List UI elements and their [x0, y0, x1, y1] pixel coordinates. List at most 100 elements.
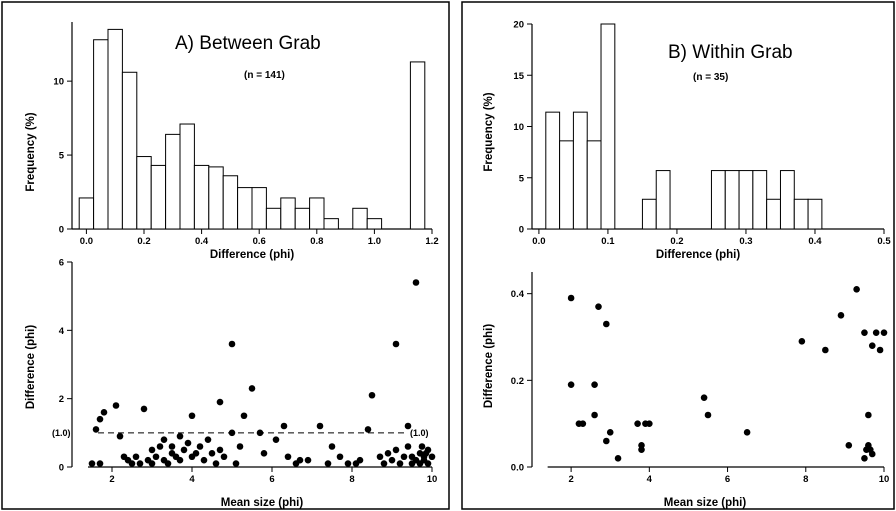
scatter-b-point — [853, 286, 860, 293]
scatter-a-y-tick-label: 6 — [59, 258, 64, 269]
panel-b-title: B) Within Grab — [668, 42, 793, 63]
scatter-a-point — [88, 460, 96, 467]
scatter-a-y-tick-label: 0 — [59, 463, 64, 474]
hist-a-bar — [78, 197, 95, 230]
scatter-b-point — [880, 329, 888, 336]
hist-a-y-tick-label: 0 — [59, 225, 64, 236]
scatter-a-x-tick-label: 10 — [427, 474, 438, 485]
scatter-a-x-tick-label: 8 — [349, 474, 354, 485]
scatter-a-point — [256, 429, 264, 437]
scatter-a-point — [176, 456, 184, 464]
scatter-a-point — [228, 429, 236, 437]
hist-a-bar — [366, 218, 383, 230]
hist-a-ylabel: Frequency (%) — [25, 112, 37, 191]
scatter-a-y-tick-label: 4 — [59, 326, 65, 337]
scatter-a-point — [148, 460, 156, 467]
hist-b-ylabel: Frequency (%) — [483, 92, 495, 171]
scatter-a-point — [164, 460, 172, 467]
scatter-b-point — [743, 429, 751, 436]
scatter-b-point — [861, 455, 868, 462]
hist-b-bar — [793, 198, 809, 230]
scatter-a-point — [404, 443, 412, 450]
scatter-b-ylabel: Difference (phi) — [483, 324, 495, 409]
scatter-b-x-tick-label: 6 — [725, 474, 730, 485]
scatter-b-point — [603, 320, 610, 328]
scatter-a-point — [296, 456, 304, 464]
scatter-b-point — [863, 446, 870, 453]
scatter-a-point — [116, 432, 124, 440]
hist-b-y-tick-label: 10 — [513, 122, 524, 133]
scatter-a-point — [184, 439, 192, 447]
hist-a-bar — [150, 164, 167, 230]
scatter-a-point — [112, 402, 120, 409]
scatter-a-point — [192, 450, 200, 457]
hist-a-x-tick-label: 0.6 — [253, 236, 266, 247]
hist-a-x-tick-label: 0.4 — [195, 236, 209, 247]
hist-a-bar — [251, 187, 267, 230]
scatter-b-y-tick-label: 0.2 — [511, 376, 524, 387]
scatter-a-point — [412, 279, 420, 286]
hist-a-bar — [323, 218, 339, 230]
panel-b-frame — [461, 1, 895, 510]
scatter-a-point — [216, 398, 224, 406]
scatter-a-point — [284, 453, 292, 461]
hist-a-xlabel: Difference (phi) — [210, 249, 295, 261]
scatter-a-point — [384, 450, 392, 457]
scatter-a-point — [208, 450, 216, 457]
hist-b-x-tick-label: 0.2 — [670, 236, 683, 247]
scatter-a-point — [328, 443, 336, 450]
hist-b-bar — [572, 111, 588, 230]
scatter-b-point — [567, 294, 575, 302]
scatter-a-point — [176, 432, 184, 440]
histogram-within-grab: 0.0 0.1 0.2 0.3 0.4 0.5 0 5 10 15 20 — [513, 20, 891, 248]
hist-b-x-tick-label: 0.1 — [601, 236, 615, 247]
scatter-a-point — [364, 426, 372, 433]
scatter-a-point — [400, 453, 408, 461]
scatter-a-point — [204, 436, 212, 443]
scatter-a-point — [344, 460, 352, 467]
hist-a-x-tick-label: 0.0 — [80, 236, 93, 247]
scatter-within-grab: 2 4 6 8 10 0.0 0.2 0.4 — [511, 272, 889, 485]
hist-b-x-tick-label: 0.4 — [808, 236, 822, 247]
scatter-a-point — [396, 460, 404, 467]
hist-b-x-tick-label: 0.5 — [877, 236, 891, 247]
panel-a-subtitle: (n = 141) — [244, 70, 285, 81]
scatter-a-point — [140, 405, 148, 413]
scatter-a-point — [136, 460, 144, 467]
scatter-a-point — [220, 453, 228, 461]
hist-b-y-tick-label: 5 — [519, 173, 525, 184]
scatter-b-point — [634, 420, 641, 427]
scatter-b-point — [567, 381, 575, 388]
scatter-a-point — [228, 340, 236, 348]
hist-b-bar — [779, 170, 795, 230]
scatter-b-y-tick-label: 0.4 — [511, 289, 525, 300]
scatter-b-point — [861, 329, 868, 336]
scatter-a-point — [92, 426, 100, 433]
scatter-a-point — [180, 446, 188, 454]
scatter-b-point — [872, 329, 880, 336]
hist-a-bar — [193, 164, 210, 230]
scatter-b-point — [704, 411, 712, 419]
scatter-a-point — [148, 446, 156, 454]
scatter-a-point — [152, 453, 160, 461]
scatter-a-ylabel: Difference (phi) — [25, 325, 37, 410]
hist-a-bar — [136, 156, 152, 230]
scatter-b-point — [822, 346, 829, 354]
hist-a-bar — [222, 175, 239, 230]
scatter-a-point — [368, 391, 376, 399]
scatter-a-point — [324, 460, 332, 467]
scatter-b-y-tick-label: 0.0 — [511, 463, 524, 474]
scatter-a-point — [428, 453, 436, 461]
hist-a-y-tick-label: 5 — [59, 151, 65, 162]
scatter-a-x-tick-label: 6 — [269, 474, 274, 485]
scatter-b-point — [876, 346, 884, 354]
hist-b-bar — [545, 111, 561, 230]
hist-a-x-tick-label: 0.2 — [137, 236, 150, 247]
scatter-a-point — [156, 443, 164, 450]
scatter-a-x-tick-label: 4 — [189, 474, 195, 485]
scatter-a-point — [388, 456, 396, 464]
scatter-a-point — [128, 460, 136, 467]
scatter-a-point — [336, 453, 344, 461]
hist-a-bar — [121, 71, 138, 230]
hist-b-bar — [559, 140, 574, 230]
